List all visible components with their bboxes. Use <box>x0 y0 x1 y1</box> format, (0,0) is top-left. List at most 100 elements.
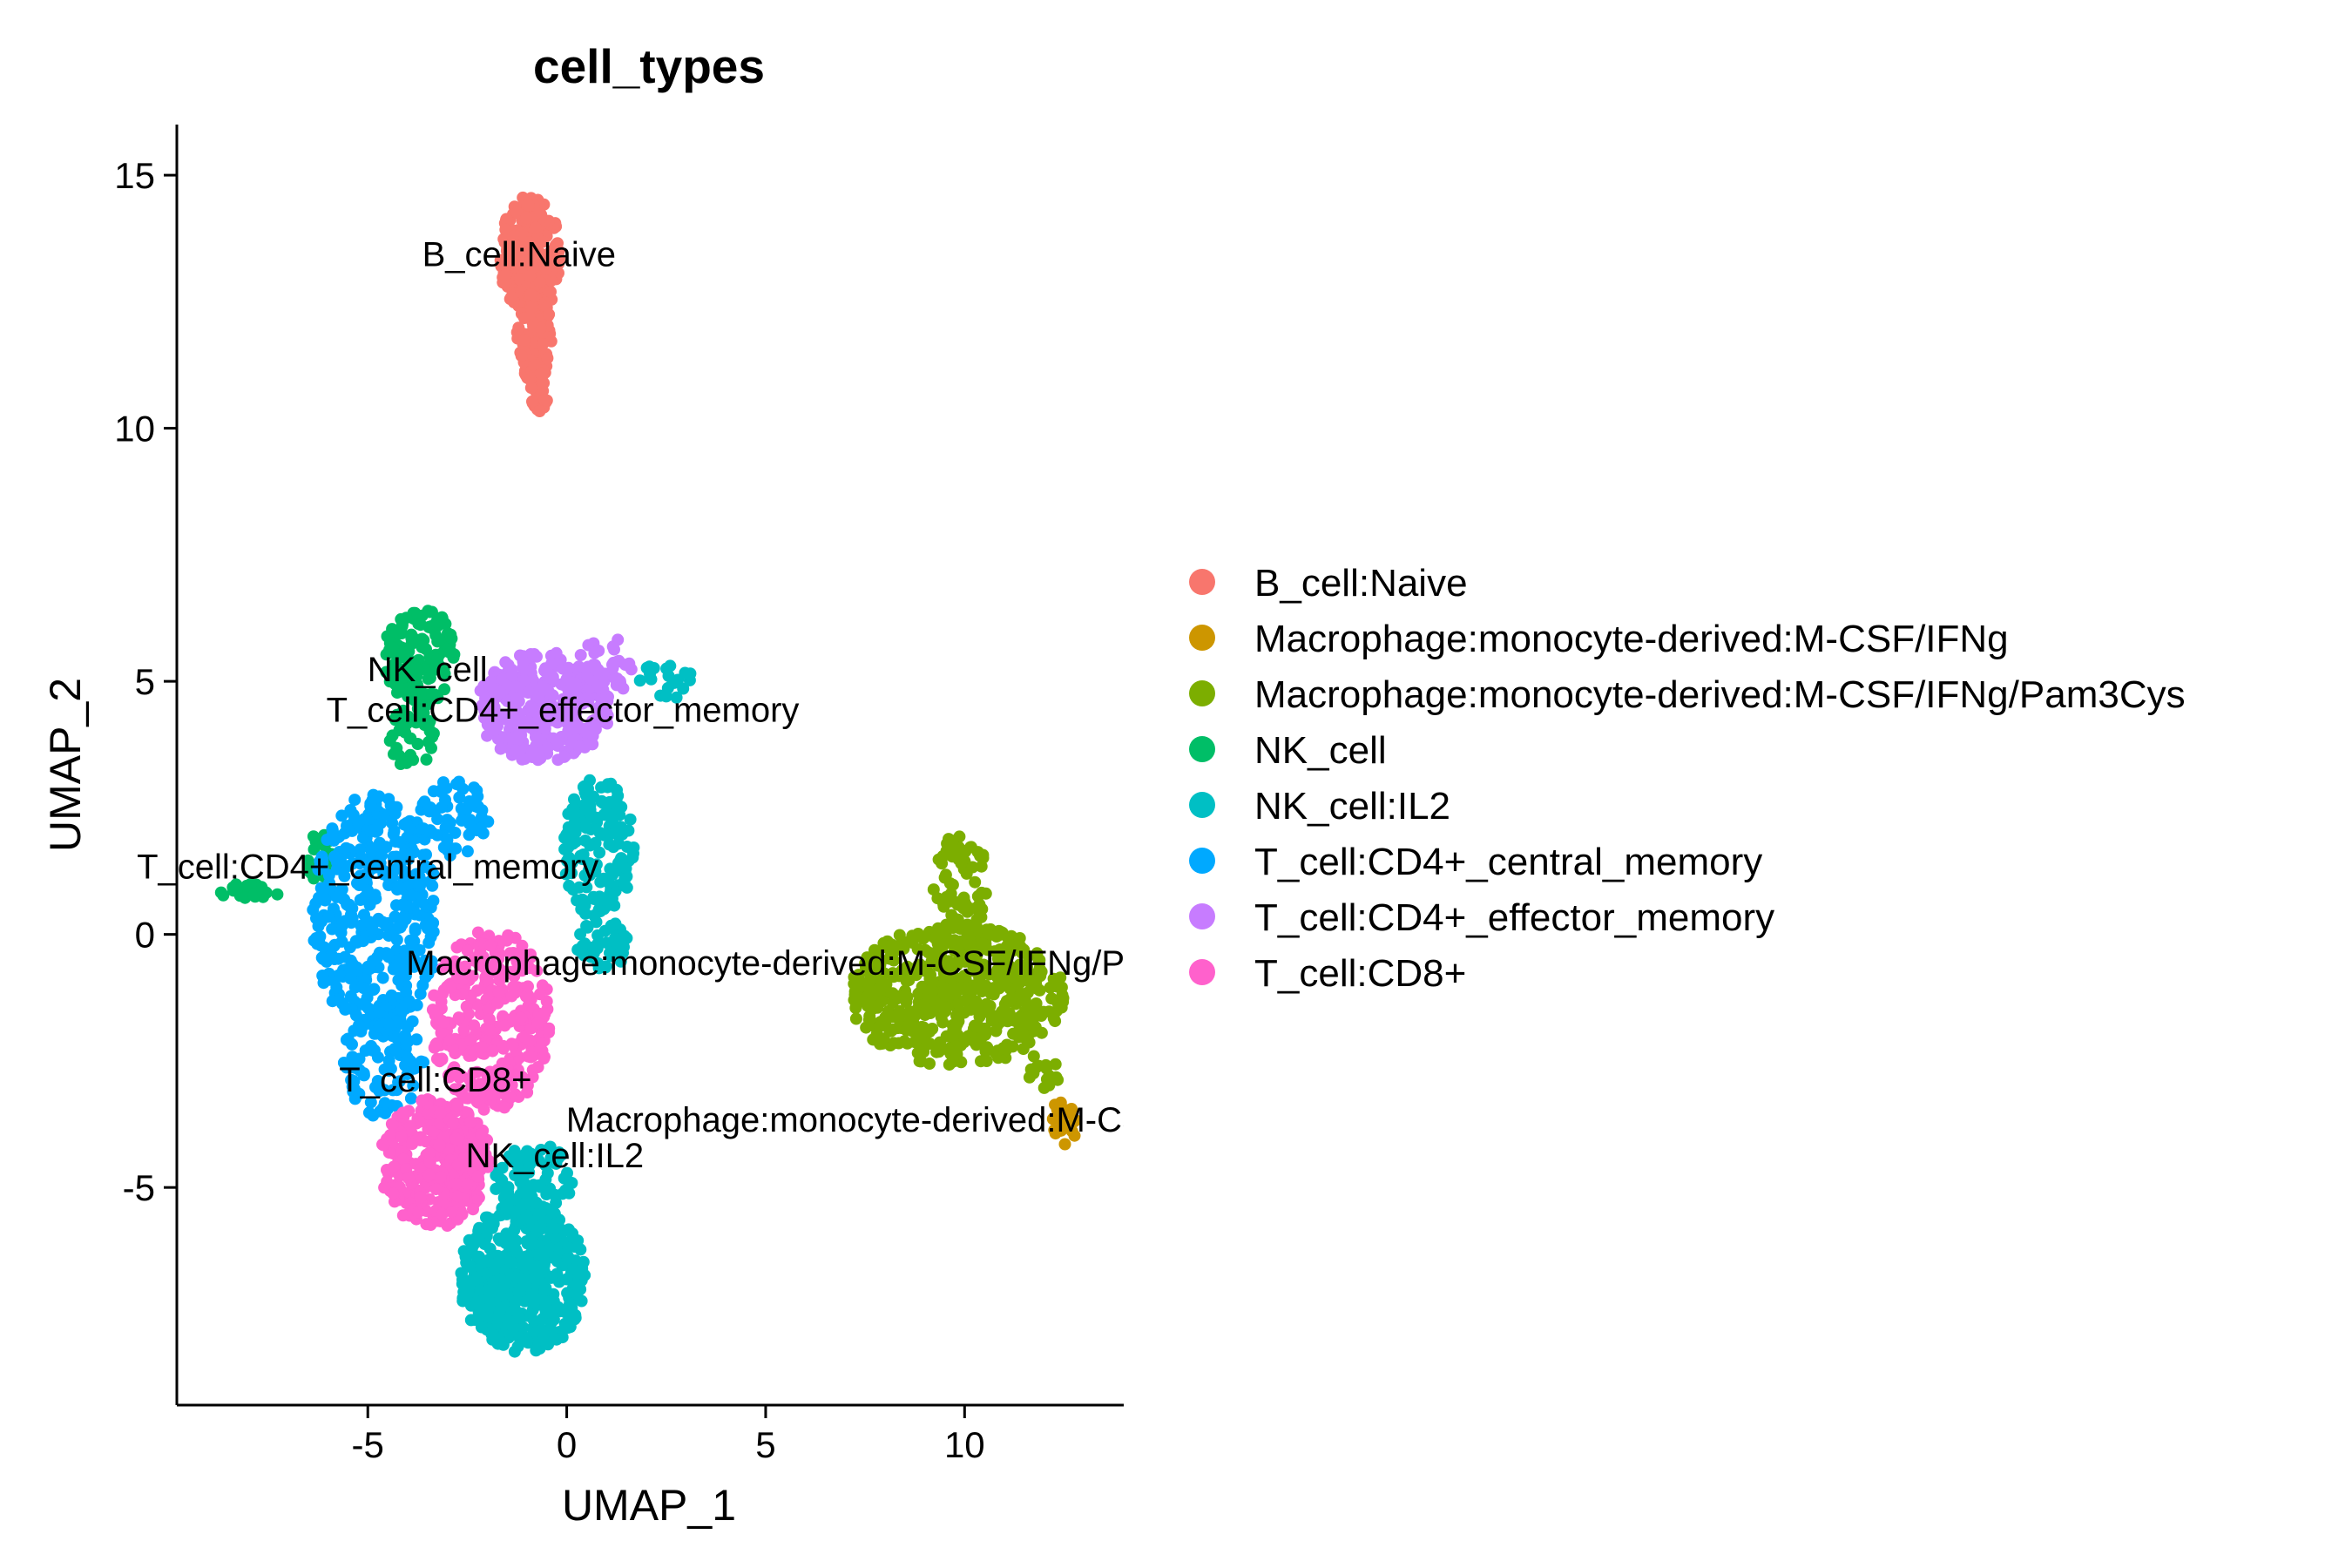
data-point <box>975 886 988 899</box>
data-point <box>473 1221 486 1234</box>
data-point <box>526 395 538 408</box>
data-point <box>434 1171 447 1184</box>
data-point <box>389 712 402 725</box>
data-point <box>437 1016 450 1029</box>
series-4 <box>455 659 697 1358</box>
data-point <box>524 288 537 301</box>
x-axis-title: UMAP_1 <box>562 1481 736 1530</box>
data-point <box>580 920 593 932</box>
data-point <box>541 352 554 365</box>
data-point <box>882 952 896 965</box>
data-point <box>563 1186 576 1200</box>
data-point <box>644 667 656 680</box>
data-point <box>562 1241 575 1254</box>
data-point <box>1056 1117 1069 1130</box>
data-point <box>433 633 446 646</box>
data-point <box>463 1274 476 1288</box>
data-point <box>443 816 456 829</box>
data-point <box>362 916 375 929</box>
data-point <box>412 1206 424 1219</box>
data-point <box>550 646 563 659</box>
data-point <box>561 1287 574 1300</box>
data-point <box>952 997 965 1010</box>
data-point <box>1037 1081 1051 1094</box>
data-point <box>436 1207 449 1220</box>
data-point <box>526 261 539 274</box>
data-point <box>402 1172 415 1184</box>
data-point <box>1021 1017 1034 1030</box>
data-point <box>537 338 549 351</box>
data-point <box>474 1309 487 1321</box>
data-point <box>347 808 360 821</box>
data-point <box>569 826 582 839</box>
data-point <box>562 661 575 674</box>
data-point <box>595 781 608 794</box>
data-point <box>970 1001 983 1014</box>
data-point <box>505 732 518 745</box>
data-point <box>464 1314 477 1327</box>
legend-key <box>1189 625 1215 651</box>
x-tick-label: 5 <box>755 1424 775 1465</box>
data-point <box>555 1148 568 1161</box>
data-point <box>348 794 362 807</box>
data-point <box>435 801 448 814</box>
data-point <box>429 1038 443 1051</box>
data-point <box>540 394 553 407</box>
data-point <box>434 1106 447 1119</box>
data-point <box>451 1190 463 1203</box>
data-point <box>528 1294 540 1308</box>
data-point <box>563 1176 576 1189</box>
data-point <box>539 662 551 675</box>
data-point <box>569 1311 582 1324</box>
data-point <box>525 744 538 757</box>
data-point <box>386 1119 399 1132</box>
data-point <box>514 247 527 260</box>
data-point <box>486 1221 498 1234</box>
data-point <box>573 740 586 754</box>
data-point <box>528 1315 541 1328</box>
data-point <box>866 988 879 1001</box>
legend-key <box>1189 959 1215 985</box>
data-point <box>977 851 990 864</box>
data-point <box>520 1195 533 1208</box>
legend-key <box>1189 736 1215 762</box>
data-point <box>483 1013 496 1026</box>
data-point <box>932 853 945 866</box>
data-point <box>1024 1063 1037 1076</box>
data-point <box>526 300 538 313</box>
data-point <box>492 986 505 999</box>
data-point <box>544 1140 557 1153</box>
data-point <box>217 889 230 902</box>
data-point <box>927 883 940 896</box>
data-point <box>943 1058 956 1071</box>
data-point <box>368 983 381 996</box>
data-point <box>403 822 416 835</box>
data-point <box>913 1055 926 1068</box>
data-point <box>449 1178 463 1191</box>
data-point <box>467 1239 480 1252</box>
data-point <box>543 1022 556 1035</box>
data-point <box>849 1012 862 1025</box>
axes-layer <box>175 125 1124 1407</box>
legend-label: Macrophage:monocyte-derived:M-CSF/IFNg/P… <box>1254 673 2186 716</box>
data-point <box>944 935 957 948</box>
data-point <box>271 888 284 901</box>
data-point <box>534 1260 547 1273</box>
data-point <box>893 970 906 983</box>
data-point <box>553 252 566 265</box>
data-point <box>494 742 507 755</box>
data-point <box>525 1231 538 1244</box>
data-point <box>533 1208 546 1221</box>
data-point <box>1047 972 1060 985</box>
data-point <box>912 928 924 940</box>
data-point <box>410 998 423 1011</box>
data-point <box>510 744 522 757</box>
data-point <box>367 1109 380 1122</box>
data-point <box>544 1317 558 1330</box>
data-point <box>428 1005 441 1018</box>
data-point <box>433 1139 446 1152</box>
data-point <box>542 1338 555 1351</box>
data-point <box>607 656 620 669</box>
data-point <box>539 1173 552 1186</box>
data-point <box>475 1321 488 1334</box>
